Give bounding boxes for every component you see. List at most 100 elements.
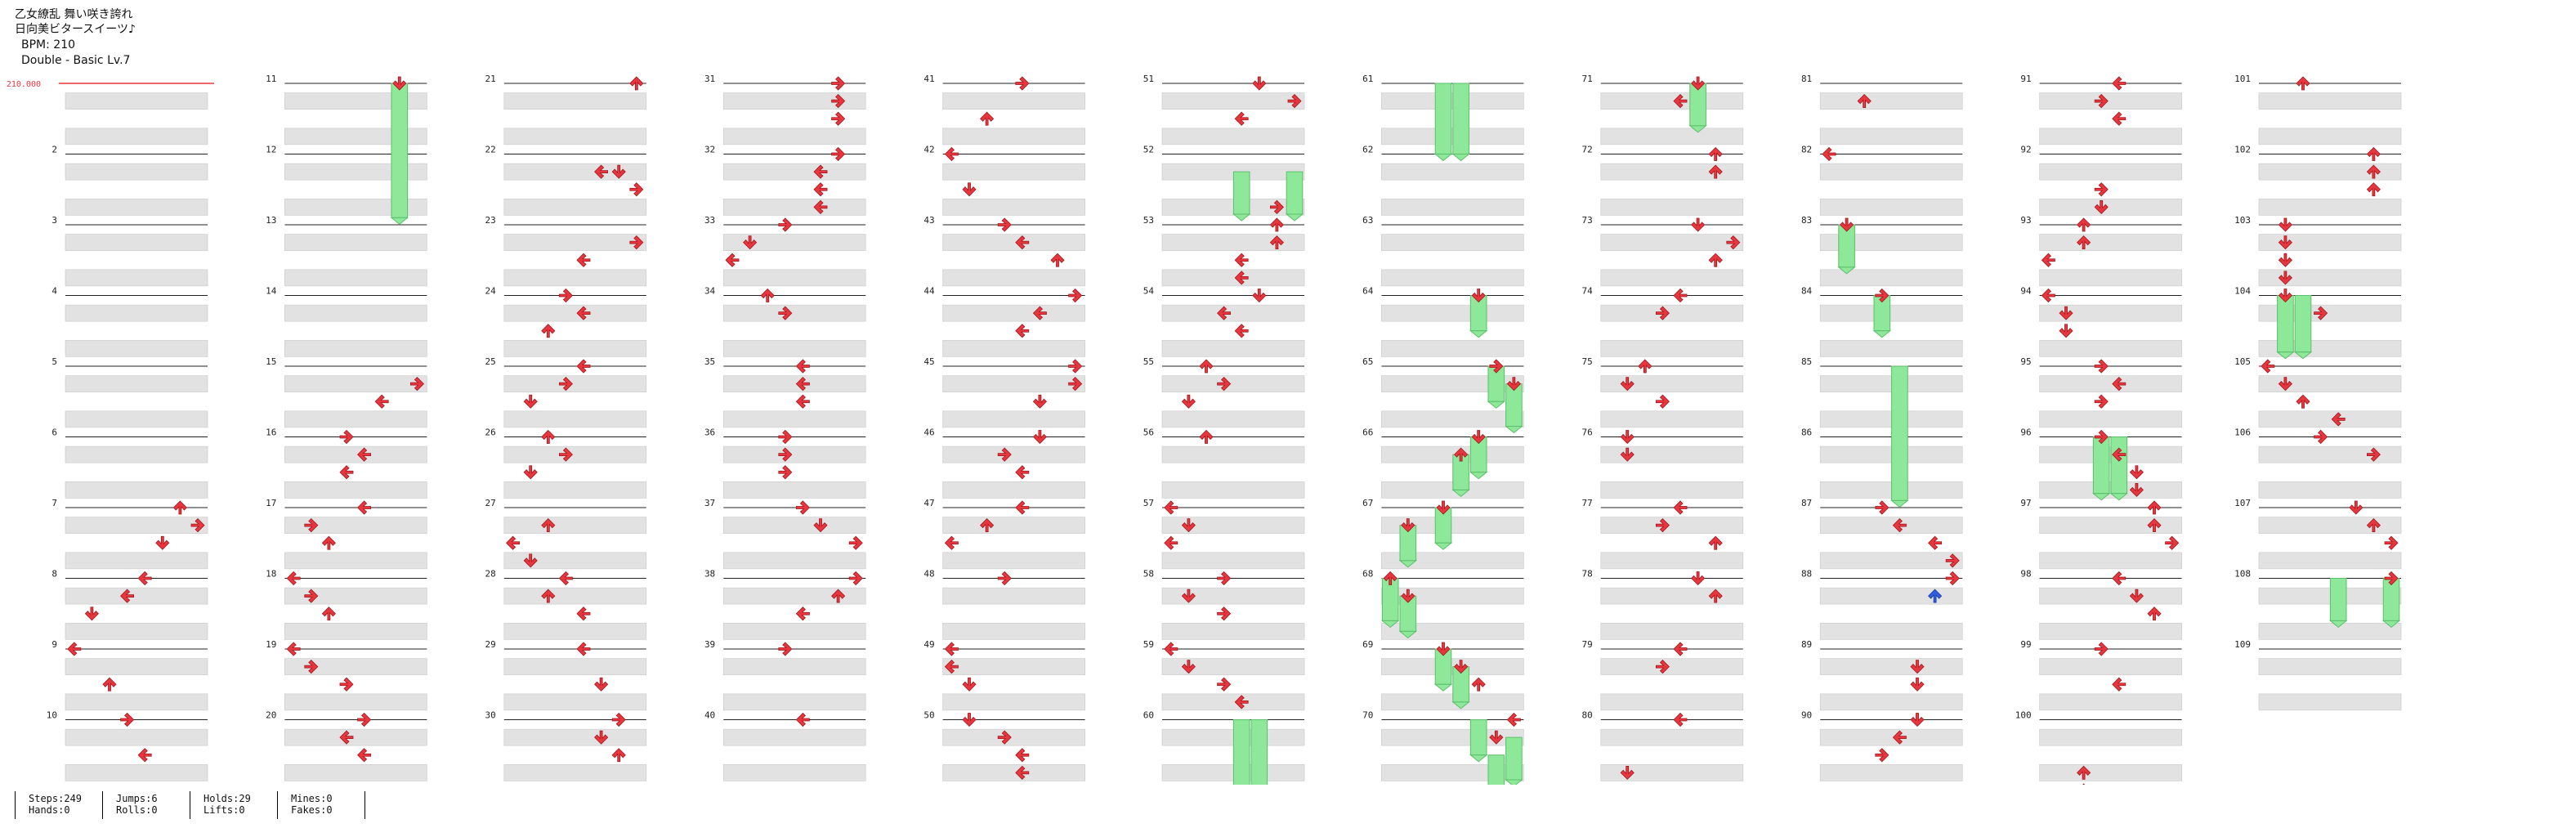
arrow-glyph bbox=[392, 76, 407, 91]
beat-stripe bbox=[722, 445, 866, 463]
step-arrow bbox=[541, 324, 556, 338]
beat-stripe bbox=[1161, 340, 1305, 357]
arrow-glyph bbox=[2094, 199, 2109, 214]
arrow-glyph bbox=[1910, 713, 1925, 727]
hold-tail bbox=[1232, 213, 1251, 222]
arrow-glyph bbox=[997, 571, 1012, 586]
arrow-glyph bbox=[944, 146, 959, 162]
measure-number: 41 bbox=[924, 74, 934, 84]
arrow-glyph bbox=[2314, 429, 2328, 445]
beat-stripe bbox=[722, 728, 866, 746]
arrow-glyph bbox=[172, 500, 187, 515]
beat-stripe bbox=[503, 269, 647, 287]
measure-number: 37 bbox=[704, 498, 715, 508]
arrow-glyph bbox=[1234, 271, 1249, 285]
hold-body bbox=[1487, 754, 1505, 785]
arrow-glyph bbox=[84, 606, 99, 621]
hold-body bbox=[1452, 83, 1469, 154]
arrow-glyph bbox=[1217, 377, 1232, 392]
stat-column-end bbox=[364, 791, 365, 819]
arrow-glyph bbox=[409, 377, 424, 392]
rolls-count: Rolls:0 bbox=[116, 804, 158, 816]
beat-stripe bbox=[65, 552, 208, 570]
step-arrow bbox=[944, 642, 959, 656]
measure-number: 97 bbox=[2020, 498, 2031, 508]
step-arrow bbox=[2059, 306, 2073, 320]
arrow-glyph bbox=[2366, 447, 2381, 462]
beat-stripe bbox=[2258, 269, 2402, 287]
step-arrow bbox=[2077, 783, 2091, 785]
step-arrow bbox=[1673, 712, 1688, 727]
step-arrow bbox=[962, 182, 977, 197]
arrow-glyph bbox=[339, 429, 354, 445]
step-arrow bbox=[523, 394, 538, 409]
step-arrow bbox=[2094, 429, 2109, 445]
arrow-glyph bbox=[778, 465, 793, 480]
arrow-glyph bbox=[558, 571, 573, 586]
beat-stripe bbox=[65, 410, 208, 428]
measure-number: 92 bbox=[2020, 145, 2031, 155]
step-arrow bbox=[2094, 94, 2109, 109]
step-arrow bbox=[1401, 589, 1415, 603]
step-arrow bbox=[1708, 164, 1723, 179]
step-arrow bbox=[760, 288, 775, 302]
measure-number: 6 bbox=[51, 427, 57, 438]
step-arrow bbox=[1401, 518, 1415, 533]
bpm-label: BPM: 210 bbox=[21, 38, 76, 51]
beat-stripe bbox=[1161, 587, 1305, 605]
measure-number: 45 bbox=[924, 356, 934, 367]
beat-stripe bbox=[2258, 199, 2402, 216]
arrow-glyph bbox=[1050, 253, 1065, 267]
step-arrow bbox=[339, 465, 354, 480]
step-arrow bbox=[286, 642, 301, 656]
arrow-glyph bbox=[1656, 660, 1670, 674]
step-arrow bbox=[1656, 660, 1670, 674]
beat-stripe bbox=[2039, 375, 2182, 392]
arrow-glyph bbox=[304, 589, 319, 603]
beat-stripe bbox=[942, 764, 1085, 781]
beat-stripe bbox=[942, 623, 1085, 640]
arrow-glyph bbox=[357, 748, 372, 763]
beat-stripe bbox=[2258, 163, 2402, 181]
arrow-glyph bbox=[1691, 217, 1706, 232]
beat-stripe bbox=[722, 128, 866, 145]
arrow-glyph bbox=[1270, 199, 1284, 214]
beat-stripe bbox=[2039, 234, 2182, 251]
step-arrow bbox=[1892, 518, 1907, 533]
step-arrow bbox=[1032, 430, 1047, 445]
arrow-glyph bbox=[1401, 518, 1415, 533]
arrow-glyph bbox=[1383, 571, 1398, 585]
beat-stripe bbox=[2039, 728, 2182, 746]
arrow-glyph bbox=[2094, 642, 2109, 656]
arrow-glyph bbox=[576, 359, 591, 374]
step-arrow bbox=[339, 677, 354, 692]
beat-stripe bbox=[65, 658, 208, 675]
step-arrow bbox=[84, 606, 99, 621]
step-arrow bbox=[611, 748, 626, 763]
step-arrow bbox=[1234, 271, 1249, 285]
arrow-glyph bbox=[2059, 324, 2073, 338]
beat-stripe bbox=[942, 587, 1085, 605]
arrow-glyph bbox=[559, 288, 573, 303]
arrow-glyph bbox=[831, 94, 846, 109]
measure-number: 53 bbox=[1143, 215, 1154, 226]
measure-number: 75 bbox=[1582, 356, 1593, 367]
hold-tail bbox=[2109, 493, 2129, 501]
arrow-glyph bbox=[304, 660, 319, 674]
beat-stripe bbox=[1600, 623, 1744, 640]
step-arrow bbox=[67, 642, 82, 656]
step-arrow bbox=[120, 589, 135, 603]
measure-number: 15 bbox=[266, 356, 276, 367]
arrow-glyph bbox=[137, 571, 152, 586]
step-arrow bbox=[2112, 447, 2127, 462]
beat-stripe bbox=[722, 163, 866, 181]
step-arrow bbox=[2296, 76, 2310, 91]
beat-stripe bbox=[942, 269, 1085, 287]
arrow-glyph bbox=[611, 748, 626, 763]
step-arrow bbox=[2112, 677, 2127, 692]
step-arrow bbox=[778, 465, 793, 480]
step-arrow bbox=[2094, 394, 2109, 409]
step-arrow bbox=[962, 677, 977, 692]
beat-stripe bbox=[1381, 587, 1524, 605]
measure-number: 4 bbox=[51, 286, 57, 297]
